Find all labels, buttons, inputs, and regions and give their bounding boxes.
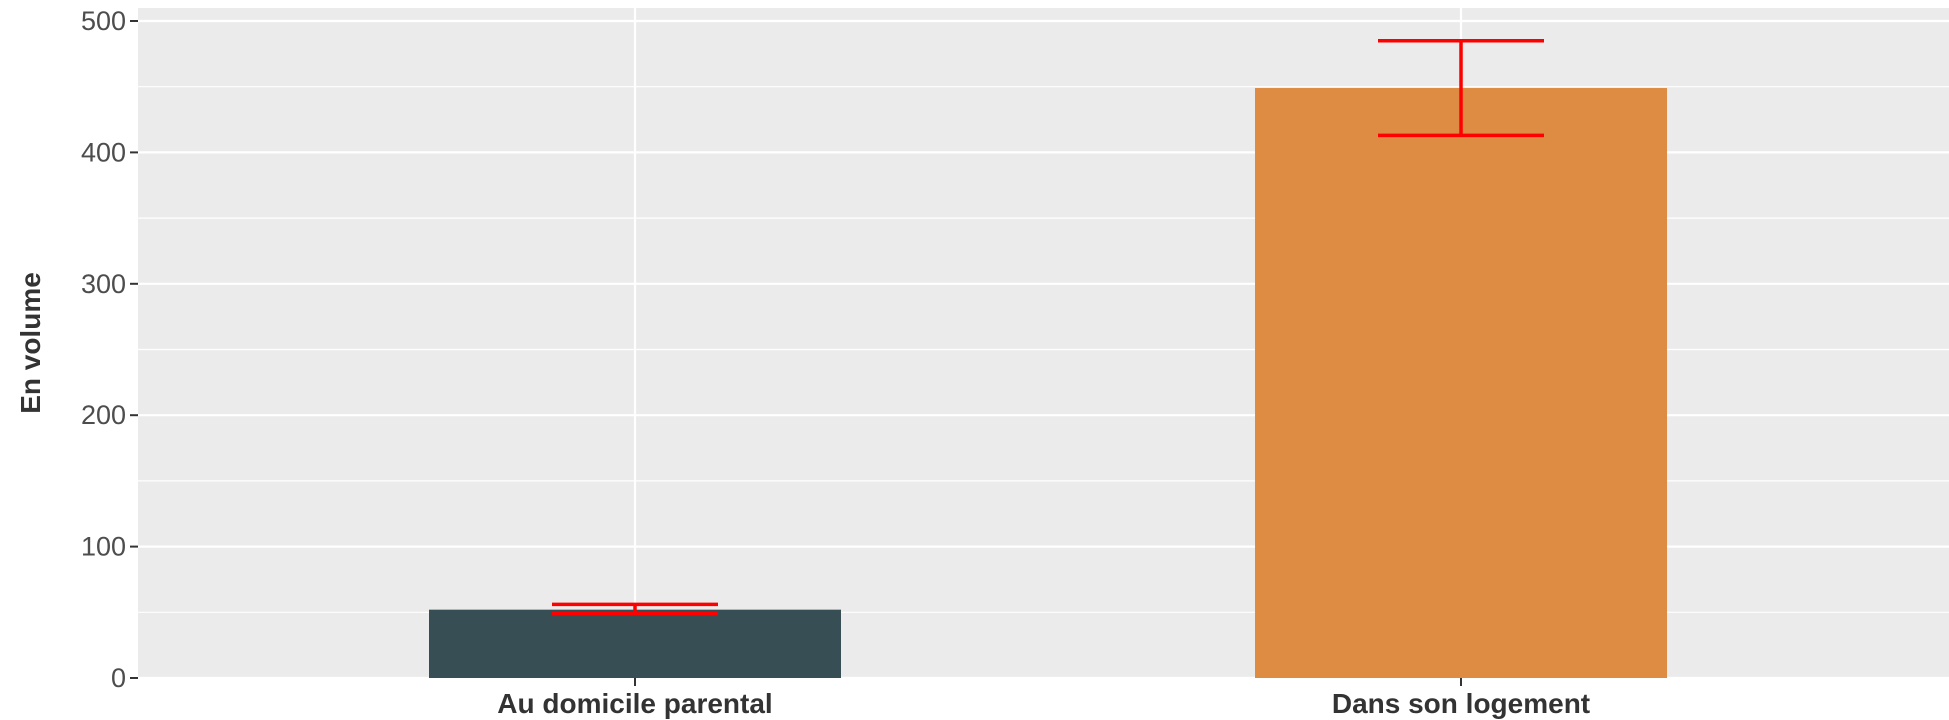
y-tick-label: 400 bbox=[81, 137, 126, 167]
error-bars bbox=[552, 38, 1544, 616]
y-axis: 0 100 200 300 400 500 bbox=[81, 6, 138, 693]
bar bbox=[1255, 88, 1667, 679]
y-tick-label: 300 bbox=[81, 269, 126, 299]
bars bbox=[429, 88, 1667, 679]
y-tick-label: 500 bbox=[81, 6, 126, 36]
y-tick-label: 100 bbox=[81, 532, 126, 562]
error-bar bbox=[552, 602, 718, 616]
bar bbox=[429, 609, 841, 678]
y-axis-title: En volume bbox=[15, 272, 46, 414]
x-tick-label: Dans son logement bbox=[1332, 688, 1590, 719]
y-tick-label: 0 bbox=[111, 663, 126, 693]
error-bar bbox=[1378, 38, 1544, 138]
y-tick-label: 200 bbox=[81, 400, 126, 430]
x-tick-label: Au domicile parental bbox=[497, 688, 772, 719]
plot-panel bbox=[138, 8, 1949, 678]
x-axis: Au domicile parental Dans son logement bbox=[497, 678, 1590, 719]
